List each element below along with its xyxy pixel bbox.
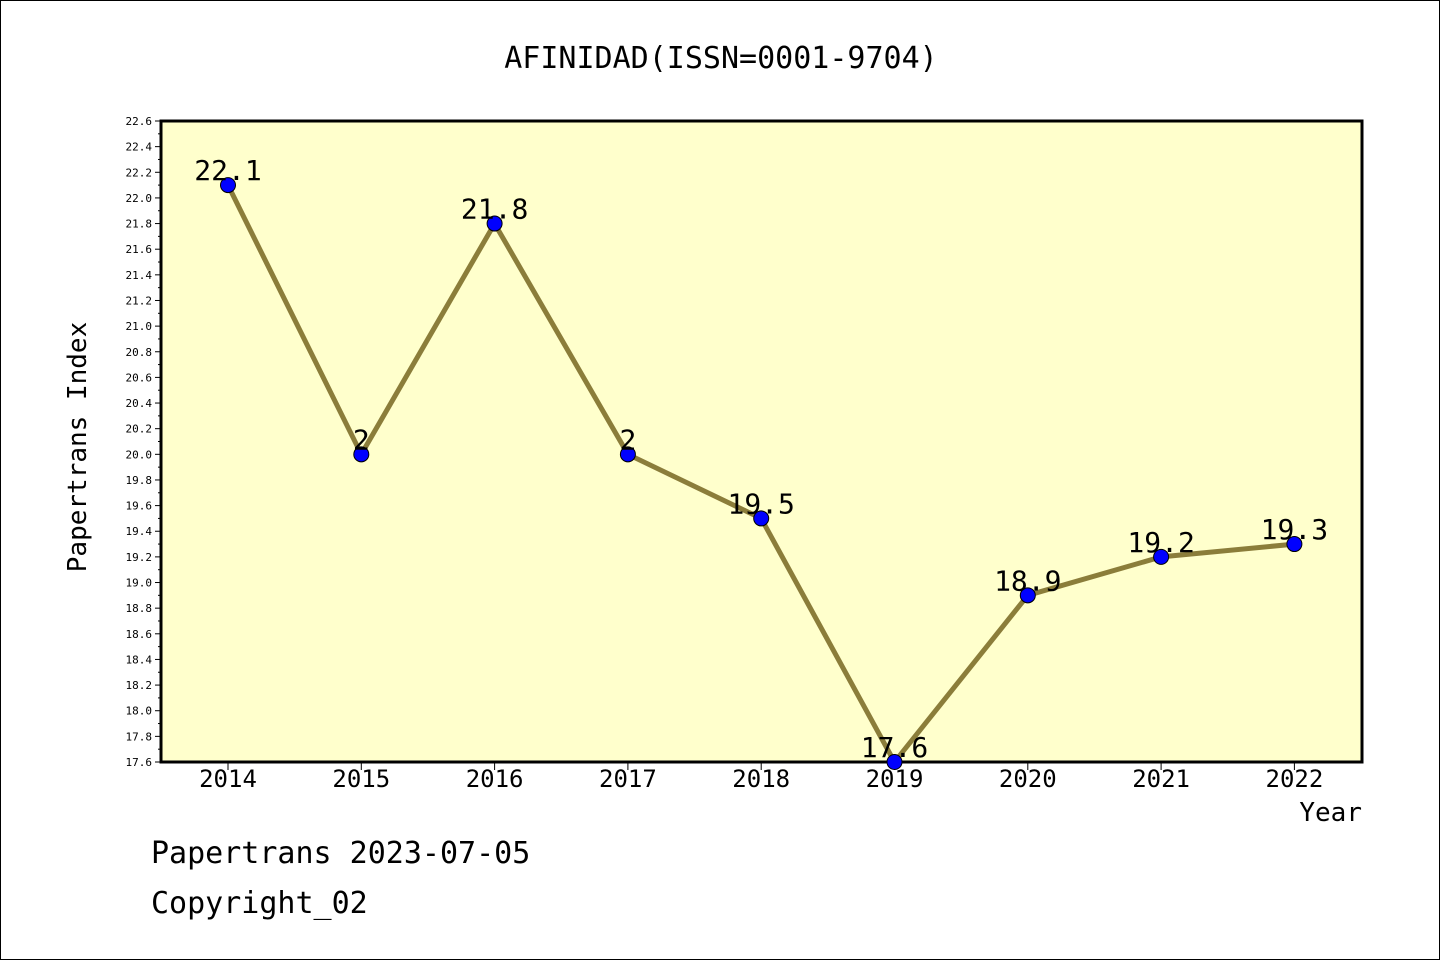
y-tick-label: 19.8 [126, 474, 153, 487]
plot-area [159, 119, 1364, 764]
y-tick-label: 22.2 [126, 166, 153, 179]
x-tick-label: 2022 [1266, 765, 1324, 793]
data-point-marker [1286, 536, 1303, 553]
y-tick-label: 21.4 [126, 269, 153, 282]
y-tick-label: 17.6 [126, 756, 153, 769]
data-point-marker [220, 177, 236, 194]
data-label: 18.9 [994, 564, 1061, 597]
x-tick-label: 2017 [599, 765, 657, 793]
data-label: 19.5 [727, 487, 794, 520]
y-tick-label: 19.4 [126, 525, 153, 538]
data-label: 17.6 [861, 731, 928, 764]
y-tick-label: 21.0 [126, 320, 153, 333]
footer-date-caption: Papertrans 2023-07-05 [151, 836, 531, 871]
x-tick-label: 2021 [1132, 765, 1190, 793]
y-tick-label: 21.6 [126, 243, 153, 256]
footer-copyright-caption: Copyright_02 [151, 886, 368, 921]
y-axis-label: Papertrans Index [63, 322, 93, 572]
y-tick-label: 22.4 [126, 141, 153, 154]
x-tick-label: 2014 [199, 765, 257, 793]
series-group [220, 177, 1303, 770]
y-tick-label: 19.6 [126, 500, 153, 513]
y-tick-label: 20.2 [126, 423, 153, 436]
y-tick-label: 21.8 [126, 218, 153, 231]
y-tick-label: 20.0 [126, 448, 153, 461]
data-point-marker [486, 215, 503, 232]
data-label: 19.3 [1261, 513, 1328, 546]
data-label-group: 22.1 2 21.8 2 19.5 17.6 18.9 19.2 19.3 [194, 154, 1328, 764]
y-tick-label: 17.8 [126, 730, 153, 743]
data-label: 21.8 [461, 193, 528, 226]
x-tick-label: 2018 [732, 765, 790, 793]
y-tick-label: 19.2 [126, 551, 153, 564]
y-tick-label: 18.2 [126, 679, 153, 692]
data-point-marker [1019, 587, 1036, 604]
data-label: 2 [353, 423, 370, 456]
data-point-marker [886, 754, 903, 770]
y-tick-label: 20.4 [126, 397, 153, 410]
y-axis: 17.6 17.8 18.0 18.2 18.4 18.6 18.8 19.0 19.2 19.4… [126, 115, 161, 769]
y-tick-label: 18.0 [126, 705, 153, 718]
y-tick-label: 18.4 [126, 653, 153, 666]
data-point-marker [619, 446, 636, 463]
x-axis-label: Year [1299, 798, 1362, 828]
x-tick-label: 2016 [466, 765, 524, 793]
data-label: 22.1 [194, 154, 261, 187]
chart-title: AFINIDAD(ISSN=0001-9704) [504, 41, 937, 76]
y-tick-label: 18.6 [126, 628, 153, 641]
data-label: 2 [619, 423, 636, 456]
data-point-marker [1153, 548, 1170, 565]
y-tick-label: 20.8 [126, 346, 153, 359]
data-label: 19.2 [1127, 526, 1194, 559]
y-tick-label: 22.6 [126, 115, 153, 128]
x-tick-label: 2015 [332, 765, 390, 793]
y-tick-label: 19.0 [126, 577, 153, 590]
x-tick-label: 2020 [999, 765, 1057, 793]
data-point-marker [753, 510, 770, 527]
y-tick-label: 22.0 [126, 192, 153, 205]
x-axis: 2014 2015 2016 2017 2018 2019 2020 2021 2022 [199, 762, 1323, 793]
y-tick-label: 21.2 [126, 294, 153, 307]
y-tick-label: 18.8 [126, 602, 153, 615]
y-tick-label: 20.6 [126, 371, 153, 384]
data-point-marker [353, 446, 370, 463]
